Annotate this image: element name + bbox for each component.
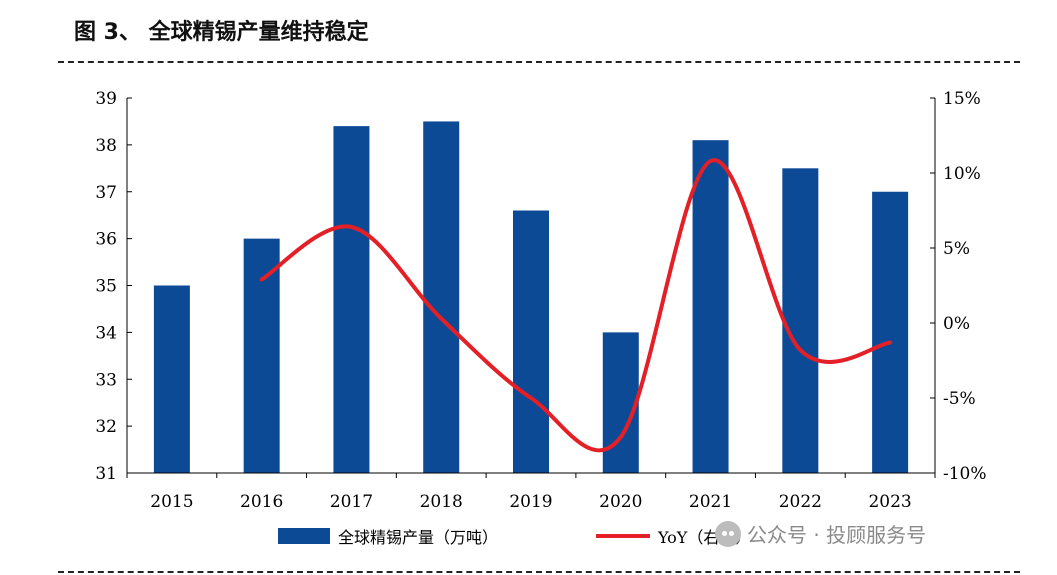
left-tick-label: 37 — [95, 183, 117, 203]
bar-2022 — [782, 168, 819, 473]
right-tick-label: 10% — [943, 164, 981, 184]
wechat-icon — [715, 520, 741, 547]
left-tick-label: 35 — [95, 277, 117, 297]
x-tick-label: 2021 — [689, 492, 732, 512]
left-tick-label: 34 — [95, 323, 117, 343]
x-tick-label: 2023 — [868, 492, 911, 512]
left-tick-label: 33 — [95, 370, 117, 390]
top-divider — [58, 61, 1020, 63]
watermark: 公众号 · 投顾服务号 — [715, 519, 926, 548]
right-tick-label: -10% — [943, 464, 987, 484]
bar-2015 — [153, 285, 190, 473]
figure-title: 图 3、 全球精锡产量维持稳定 — [74, 20, 369, 45]
left-tick-label: 39 — [95, 89, 117, 109]
left-tick-label: 31 — [95, 464, 117, 484]
watermark-text: 公众号 · 投顾服务号 — [747, 523, 927, 547]
x-tick-label: 2017 — [330, 492, 373, 512]
x-tick-label: 2020 — [599, 492, 642, 512]
bar-2016 — [243, 238, 280, 473]
bar-2019 — [513, 210, 549, 473]
bar-2018 — [423, 121, 460, 473]
x-tick-label: 2019 — [509, 492, 552, 512]
bottom-divider — [58, 571, 1020, 573]
bar-2023 — [872, 191, 909, 473]
right-tick-label: 15% — [943, 89, 981, 109]
x-tick-label: 2018 — [420, 492, 463, 512]
x-tick-label: 2016 — [240, 492, 283, 512]
legend-bar-swatch — [278, 528, 330, 544]
x-tick-label: 2015 — [150, 492, 193, 512]
left-tick-label: 36 — [95, 230, 117, 250]
bar-2020 — [602, 332, 639, 473]
bar-2021 — [692, 140, 729, 473]
right-tick-label: 5% — [943, 239, 970, 259]
left-tick-label: 38 — [95, 136, 117, 156]
left-tick-label: 32 — [95, 417, 117, 437]
right-tick-label: 0% — [943, 314, 970, 334]
bar-2017 — [333, 126, 370, 473]
legend-bar-label: 全球精锡产量（万吨） — [338, 528, 498, 547]
right-tick-label: -5% — [943, 389, 976, 409]
x-tick-label: 2022 — [779, 492, 822, 512]
yoy-line — [259, 158, 893, 453]
